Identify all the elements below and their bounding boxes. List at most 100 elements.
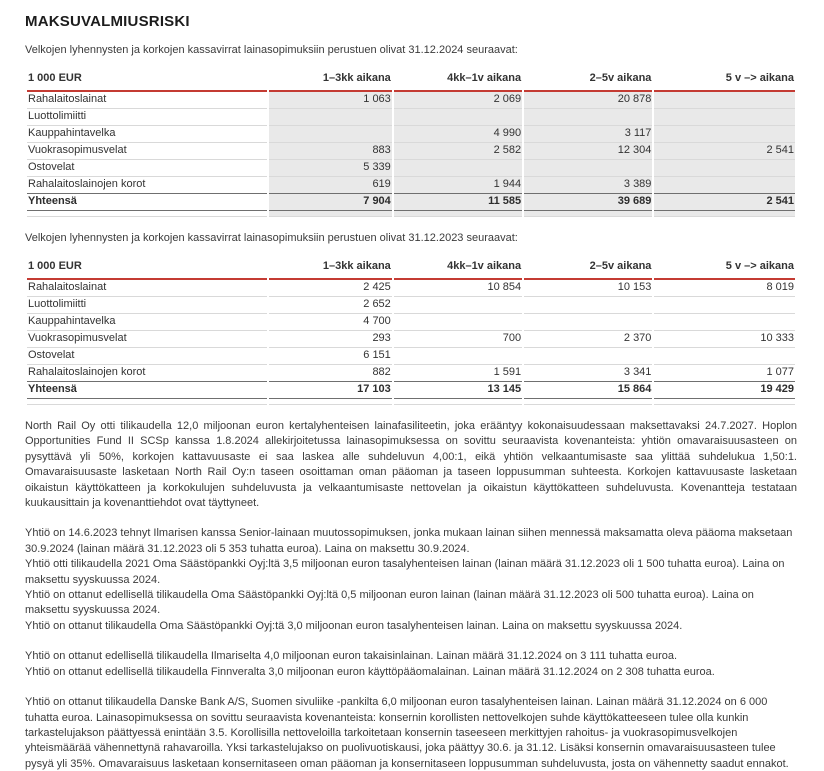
cashflow-2024-intro: Velkojen lyhennysten ja korkojen kassavi… [25,44,518,56]
spacer-cell [393,211,523,217]
danske-bank-covenants-paragraph: Yhtiö on ottanut tilikaudella Danske Ban… [25,696,789,770]
row-label: Kauppahintavelka [27,126,267,143]
cell-value [654,297,795,314]
loan-amendments-paragraph: Yhtiö on 14.6.2023 tehnyt Ilmarisen kans… [25,527,793,632]
column-header: 2–5v aikana [524,256,653,280]
cell-value [524,297,653,314]
row-label: Luottolimiitti [27,109,267,126]
cell-value [524,348,653,365]
table-footer-spacer [27,399,795,405]
cell-value [654,92,795,109]
spacer-cell [654,399,795,405]
column-header: 1–3kk aikana [268,256,392,280]
cell-value: 5 339 [268,160,392,177]
spacer-cell [524,399,653,405]
column-header: 5 v –> aikana [654,68,795,92]
cell-value [524,314,653,331]
spacer-cell [524,211,653,217]
cell-value [393,348,523,365]
column-header: 4kk–1v aikana [393,68,523,92]
cell-value: 1 944 [393,177,523,193]
table-row: Ostovelat 5 339 [27,160,795,177]
cell-value: 10 153 [524,280,653,297]
spacer-cell [268,399,392,405]
spacer-cell [268,211,392,217]
row-label: Rahalaitoslainojen korot [28,178,146,190]
cell-value [393,314,523,331]
total-value: 19 429 [654,381,795,399]
cashflow-2023-section: Velkojen lyhennysten ja korkojen kassavi… [25,231,797,405]
cell-value: 2 370 [524,331,653,348]
cell-value: 4 700 [268,314,392,331]
row-label: Vuokrasopimusvelat [27,331,267,348]
table-row: Vuokrasopimusvelat 883 2 582 12 304 2 541 [27,143,795,160]
cashflow-2023-intro: Velkojen lyhennysten ja korkojen kassavi… [25,232,518,244]
total-value: 7 904 [268,193,392,211]
cell-value [268,126,392,143]
cell-value: 12 304 [524,143,653,160]
table-row: Kauppahintavelka 4 990 3 117 [27,126,795,143]
total-value: 17 103 [268,381,392,399]
total-label: Yhteensä [27,193,267,211]
cell-value: 700 [393,331,523,348]
table-row: Rahalaitoslainat 2 425 10 854 10 153 8 019 [27,280,795,297]
row-label: Luottolimiitti [27,297,267,314]
cell-value [393,160,523,177]
column-header: 1–3kk aikana [268,68,392,92]
column-header: 4kk–1v aikana [393,256,523,280]
cell-value [268,109,392,126]
row-label: Rahalaitoslainat [27,92,267,109]
table-header-row: 1 000 EUR 1–3kk aikana 4kk–1v aikana 2–5v a… [27,68,795,92]
table-row: Kauppahintavelka 4 700 [27,314,795,331]
spacer-cell [27,399,267,405]
cell-value: 10 854 [393,280,523,297]
cell-value: 2 541 [654,143,795,160]
table-row: Rahalaitoslainat 1 063 2 069 20 878 [27,92,795,109]
total-value: 15 864 [524,381,653,399]
cell-value: 8 019 [654,280,795,297]
unit-header: 1 000 EUR [27,68,267,92]
spacer-cell [654,211,795,217]
table-row: Rahalaitoslainojen korot 882 1 591 3 341 1 0… [27,365,795,381]
cell-value [524,109,653,126]
table-header-row: 1 000 EUR 1–3kk aikana 4kk–1v aikana 2–5v a… [27,256,795,280]
cell-value: 4 990 [393,126,523,143]
row-label: Kauppahintavelka [27,314,267,331]
cell-value [654,348,795,365]
total-value: 11 585 [393,193,523,211]
row-label: Vuokrasopimusvelat [27,143,267,160]
row-label: Ostovelat [27,348,267,365]
cashflow-2024-section: Velkojen lyhennysten ja korkojen kassavi… [25,43,797,217]
table-row: Luottolimiitti [27,109,795,126]
cell-value [393,109,523,126]
total-value: 39 689 [524,193,653,211]
row-label: Ostovelat [27,160,267,177]
row-label: Rahalaitoslainat [27,280,267,297]
cashflow-2023-table: 1 000 EUR 1–3kk aikana 4kk–1v aikana 2–5v a… [25,256,797,405]
table-footer-spacer [27,211,795,217]
cell-value: 882 [372,366,391,378]
cell-value: 6 151 [268,348,392,365]
cell-value [654,126,795,143]
table-row: Rahalaitoslainojen korot 619 1 944 3 389 [27,177,795,193]
cell-value [654,160,795,177]
cell-value: 2 425 [268,280,392,297]
cell-value: 3 341 [623,366,652,378]
cell-value: 3 117 [524,126,653,143]
cell-value [654,314,795,331]
spacer-cell [393,399,523,405]
cell-value: 2 582 [393,143,523,160]
cell-value: 2 069 [393,92,523,109]
cell-value: 293 [268,331,392,348]
total-row: Yhteensä 17 103 13 145 15 864 19 429 [27,381,795,399]
cell-value [524,160,653,177]
cell-value: 1 063 [268,92,392,109]
total-label: Yhteensä [27,381,267,399]
total-value: 2 541 [654,193,795,211]
page-title: MAKSUVALMIUSRISKI [25,13,190,30]
total-row: Yhteensä 7 904 11 585 39 689 2 541 [27,193,795,211]
cashflow-2024-table: 1 000 EUR 1–3kk aikana 4kk–1v aikana 2–5v a… [25,68,797,217]
cell-value: 10 333 [654,331,795,348]
cell-value: 1 591 [493,366,522,378]
table-row: Vuokrasopimusvelat 293 700 2 370 10 333 [27,331,795,348]
